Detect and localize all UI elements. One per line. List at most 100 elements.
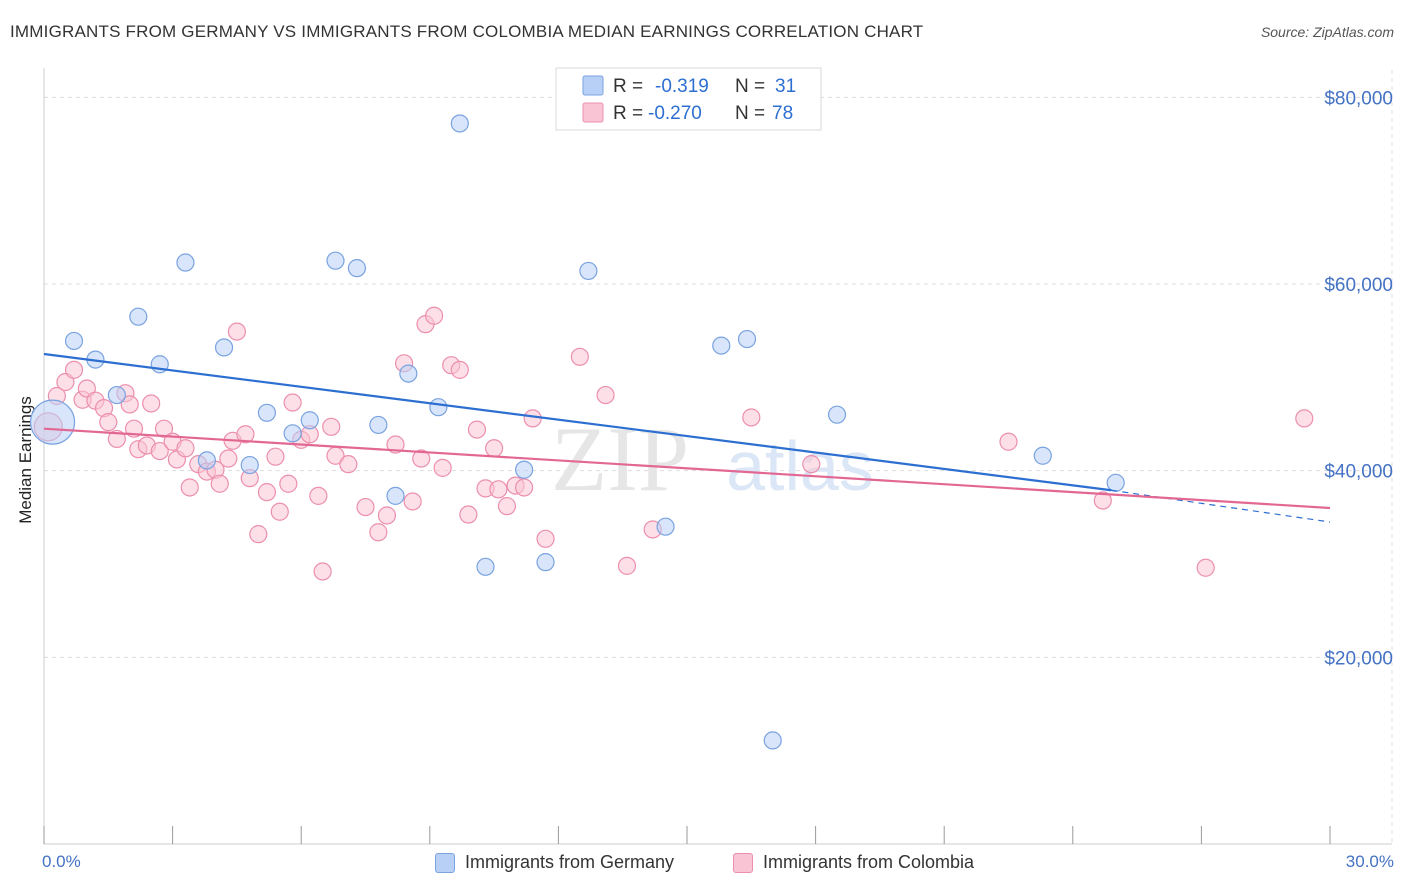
colombia-point [999, 432, 1018, 451]
colombia-point [450, 360, 469, 379]
y-tick-labels: $20,000 $40,000 $60,000 $80,000 [1324, 88, 1393, 669]
x-tick-label-min: 0.0% [42, 852, 81, 871]
germany-point [656, 517, 675, 536]
germany-point [369, 415, 388, 435]
colombia-point [515, 478, 534, 497]
germany-point [515, 460, 534, 479]
colombia-point [467, 420, 487, 439]
y-tick-label: $40,000 [1324, 462, 1393, 483]
colombia-point [120, 395, 139, 414]
grid-lines [44, 70, 1393, 844]
legend-germany-r-value: -0.319 [655, 76, 709, 97]
colombia-point [617, 556, 637, 575]
germany-point [827, 405, 847, 424]
germany-point [240, 455, 259, 475]
legend-germany-label: Immigrants from Germany [465, 852, 675, 872]
colombia-point [313, 562, 332, 581]
colombia-point [523, 409, 542, 428]
colombia-trend-line [43, 427, 1331, 510]
colombia-point [1093, 491, 1112, 510]
watermark: ZIP atlas [551, 408, 874, 510]
germany-point [429, 398, 448, 417]
chart-title: IMMIGRANTS FROM GERMANY VS IMMIGRANTS FR… [10, 22, 924, 41]
germany-point [29, 399, 76, 445]
colombia-point [180, 478, 199, 497]
germany-point [283, 424, 302, 443]
colombia-point [107, 429, 126, 449]
germany-point [347, 259, 367, 278]
colombia-point [596, 385, 615, 405]
legend-colombia-swatch [582, 102, 604, 123]
colombia-swatch [733, 852, 753, 873]
legend-colombia-r-label: R = [613, 103, 643, 124]
colombia-point [802, 455, 821, 474]
legend-germany-r-label: R = [613, 76, 643, 97]
germany-point [257, 403, 277, 422]
colombia-point [279, 474, 298, 493]
colombia-point [412, 449, 431, 468]
colombia-point [424, 306, 444, 325]
colombia-point [99, 413, 118, 432]
germany-trend-line [43, 352, 1112, 492]
colombia-point [142, 394, 161, 413]
legend-germany-n-label: N = [735, 76, 765, 97]
legend-colombia-label: Immigrants from Colombia [763, 852, 975, 872]
x-tick-label-max: 30.0% [1345, 852, 1394, 871]
legend-germany-swatch [582, 75, 604, 96]
colombia-point [236, 425, 255, 444]
watermark-atlas: atlas [726, 427, 874, 505]
colombia-point [386, 435, 405, 454]
colombia-point [150, 441, 169, 461]
colombia-point [1196, 558, 1215, 577]
legend-item-germany: Immigrants from Germany [435, 852, 674, 873]
colombia-point [356, 497, 375, 517]
germany-point [326, 251, 345, 270]
trend-lines [43, 352, 1331, 523]
legend-colombia-n-value: 78 [772, 103, 793, 124]
colombia-point [742, 408, 761, 427]
germany-point [579, 261, 598, 281]
colombia-point [283, 393, 302, 412]
colombia-point [497, 497, 517, 516]
colombia-point [377, 506, 397, 525]
germany-point [399, 364, 418, 383]
germany-point [214, 338, 234, 357]
colombia-point [176, 439, 195, 458]
germany-points [29, 114, 1125, 750]
germany-trend-extension [1111, 489, 1331, 523]
germany-point [1033, 446, 1052, 465]
germany-point [300, 411, 319, 430]
colombia-point [227, 322, 246, 341]
germany-point [536, 553, 555, 572]
colombia-point [339, 455, 358, 474]
colombia-point [210, 474, 229, 493]
legend-germany-n-value: 31 [775, 76, 796, 97]
germany-swatch [435, 852, 455, 873]
y-tick-label: $20,000 [1324, 648, 1393, 669]
colombia-point [219, 449, 238, 468]
colombia-point [64, 360, 84, 379]
legend-colombia-n-label: N = [735, 103, 765, 124]
germany-point [1106, 473, 1125, 492]
germany-point [386, 486, 405, 505]
colombia-point [369, 523, 388, 542]
colombia-point [489, 480, 508, 499]
germany-point [197, 451, 216, 470]
germany-point [64, 331, 84, 351]
colombia-point [536, 529, 555, 548]
colombia-point [257, 483, 277, 502]
germany-point [176, 253, 195, 272]
legend-item-colombia: Immigrants from Colombia [733, 852, 974, 873]
source-credit: Source: ZipAtlas.com [1260, 24, 1394, 40]
axes [43, 68, 1392, 845]
watermark-zip: ZIP [551, 408, 689, 510]
stats-legend: R = -0.319 N = 31 R = -0.270 N = 78 [555, 67, 822, 131]
colombia-point [309, 486, 328, 505]
colombia-point [485, 439, 504, 458]
colombia-point [459, 505, 478, 524]
germany-point [129, 307, 148, 326]
germany-point [107, 385, 126, 405]
colombia-point [403, 492, 422, 511]
legend-colombia-r-value: -0.270 [648, 103, 702, 124]
